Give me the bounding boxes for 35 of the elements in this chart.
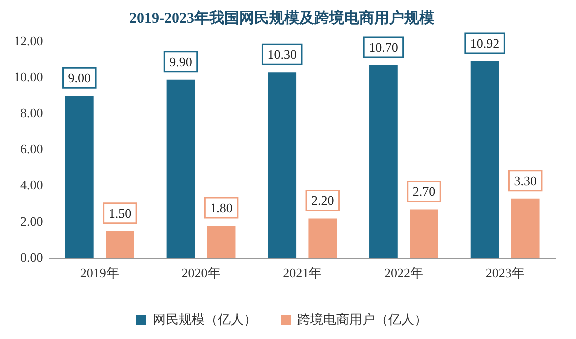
bar <box>65 96 94 258</box>
bar <box>207 226 236 258</box>
data-label: 9.90 <box>170 54 192 70</box>
data-label: 1.80 <box>210 200 233 216</box>
bar <box>166 80 196 258</box>
bar <box>106 231 134 258</box>
x-tick-label: 2019年 <box>80 266 120 281</box>
bar <box>470 61 500 258</box>
y-tick-label: 4.00 <box>20 178 44 193</box>
legend-label: 网民规模（亿人） <box>153 312 257 327</box>
x-tick-label: 2023年 <box>486 266 525 281</box>
bar <box>268 72 297 258</box>
y-tick-label: 0.00 <box>20 250 44 265</box>
bar <box>370 65 398 258</box>
data-label: 2.20 <box>312 193 334 208</box>
x-tick-label: 2022年 <box>384 266 424 281</box>
data-label: 10.30 <box>268 47 297 62</box>
bar <box>410 210 438 258</box>
bar <box>308 218 338 258</box>
legend-label: 跨境电商用户（亿人） <box>298 312 428 327</box>
data-label: 2.70 <box>412 184 436 200</box>
data-label: 3.30 <box>514 173 537 188</box>
bar <box>511 198 540 258</box>
data-label: 10.92 <box>470 36 500 51</box>
data-label: 10.70 <box>369 40 398 55</box>
x-tick-label: 2021年 <box>283 266 322 281</box>
y-tick-label: 12.00 <box>14 33 44 48</box>
y-tick-label: 8.00 <box>20 106 44 121</box>
x-tick-label: 2020年 <box>182 266 221 281</box>
y-tick-label: 2.00 <box>20 214 44 229</box>
y-tick-label: 10.00 <box>14 69 44 84</box>
data-label: 1.50 <box>108 206 132 221</box>
chart-title: 2019-2023年我国网民规模及跨境电商用户规模 <box>130 8 436 27</box>
y-tick-label: 6.00 <box>20 142 44 157</box>
data-label: 9.00 <box>68 70 92 86</box>
